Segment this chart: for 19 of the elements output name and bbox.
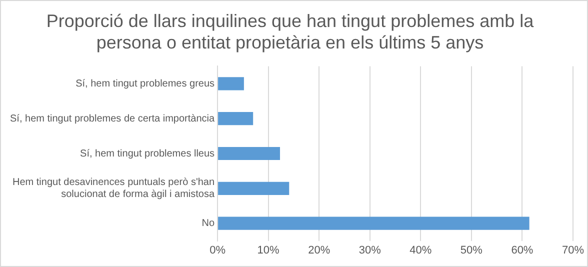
y-tick-label: Sí, hem tingut problemes lleus <box>80 148 215 160</box>
bar <box>218 146 280 160</box>
x-tick-label: 10% <box>257 244 280 256</box>
x-tick-label: 50% <box>460 244 483 256</box>
chart-title: Proporció de llars inquilines que han tingut problemes amb la persona o entitat propietària en els últims 5 anys <box>46 10 535 52</box>
y-tick-label: No <box>202 218 215 230</box>
x-tick-label: 0% <box>210 244 226 256</box>
x-tick-label: 60% <box>511 244 534 256</box>
bar <box>218 182 290 195</box>
bar <box>218 112 254 126</box>
bar <box>218 77 244 90</box>
y-tick-label: Sí, hem tingut problemes greus <box>76 78 215 90</box>
x-tick-label: 70% <box>562 244 584 256</box>
bar <box>218 216 530 230</box>
x-tick-label: 40% <box>410 244 432 256</box>
y-tick-label: Sí, hem tingut problemes de certa importància <box>10 113 215 124</box>
x-tick-label: 20% <box>308 244 330 256</box>
x-tick-label: 30% <box>358 244 382 256</box>
y-tick-label: Hem tingut desavinences puntuals però s'han solucionat de forma àgil i amistosa <box>12 177 215 200</box>
